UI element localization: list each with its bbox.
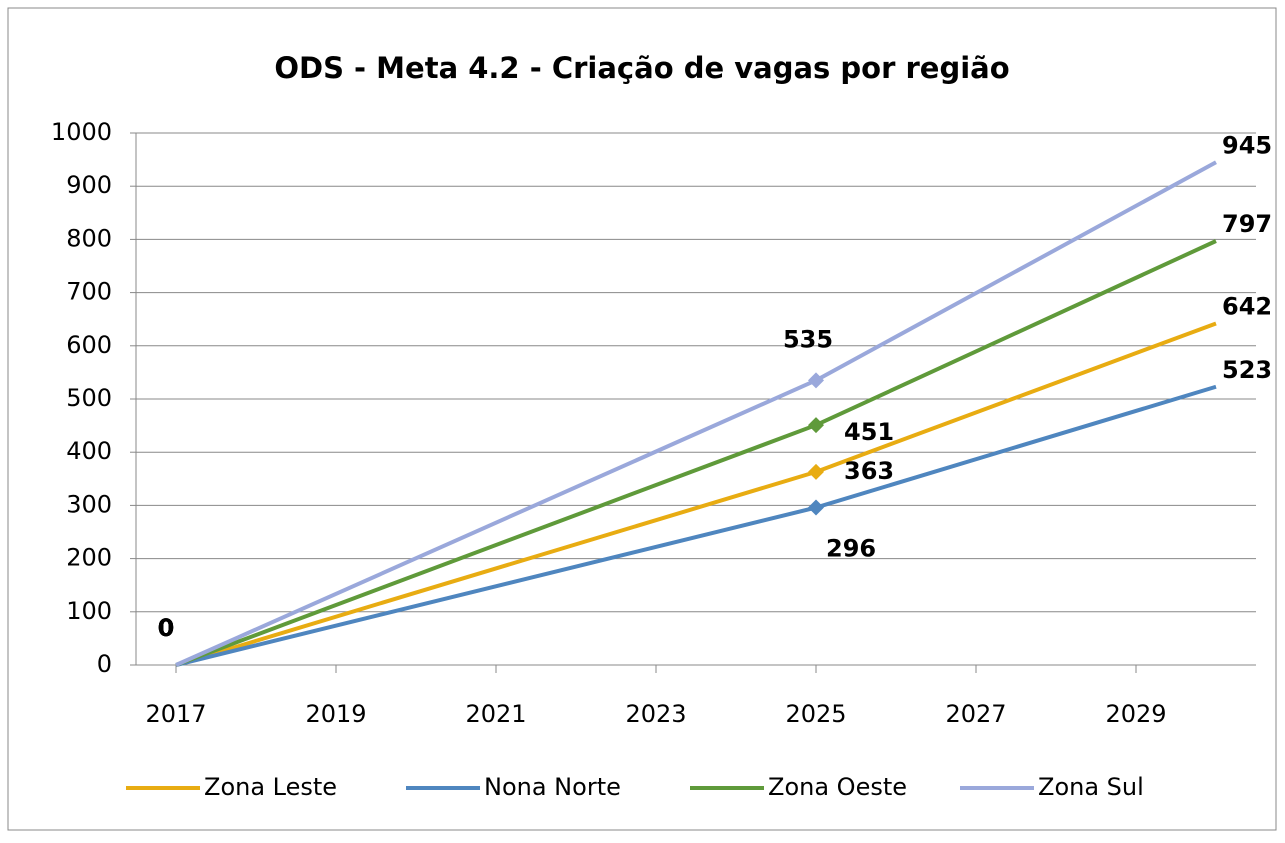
point-marker — [808, 417, 824, 434]
data-label: 0 — [158, 614, 175, 642]
point-marker — [808, 372, 824, 389]
data-label: 535 — [783, 325, 833, 353]
data-label: 642 — [1222, 292, 1272, 320]
x-tick-label: 2029 — [1105, 700, 1166, 728]
y-tick-label: 600 — [66, 331, 112, 359]
y-tick-label: 1000 — [51, 118, 112, 146]
data-label: 296 — [826, 535, 876, 563]
x-tick-label: 2017 — [145, 700, 206, 728]
chart-title: ODS - Meta 4.2 - Criação de vagas por re… — [274, 51, 1009, 85]
x-tick-label: 2023 — [625, 700, 686, 728]
data-label: 0 — [158, 614, 175, 642]
y-tick-label: 0 — [97, 650, 112, 678]
legend-label: Zona Sul — [1038, 773, 1144, 801]
data-label: 945 — [1222, 131, 1272, 159]
data-label: 363 — [844, 457, 894, 485]
x-tick-label: 2025 — [785, 700, 846, 728]
point-marker — [808, 499, 824, 516]
legend-label: Zona Leste — [204, 773, 337, 801]
y-tick-label: 100 — [66, 597, 112, 625]
data-label: 451 — [844, 418, 894, 446]
chart-frame — [7, 7, 1277, 831]
data-label: 797 — [1222, 210, 1272, 238]
legend-label: Zona Oeste — [768, 773, 907, 801]
legend-label: Nona Norte — [484, 773, 621, 801]
y-tick-label: 800 — [66, 224, 112, 252]
x-tick-label: 2027 — [945, 700, 1006, 728]
y-tick-label: 700 — [66, 278, 112, 306]
y-tick-label: 300 — [66, 490, 112, 518]
data-label: 523 — [1222, 356, 1272, 384]
x-tick-label: 2019 — [305, 700, 366, 728]
y-tick-label: 500 — [66, 384, 112, 412]
x-tick-label: 2021 — [465, 700, 526, 728]
y-tick-label: 400 — [66, 437, 112, 465]
point-marker — [808, 463, 824, 480]
data-label: 0 — [158, 614, 175, 642]
y-tick-label: 900 — [66, 171, 112, 199]
data-label: 0 — [158, 614, 175, 642]
y-tick-label: 200 — [66, 544, 112, 572]
